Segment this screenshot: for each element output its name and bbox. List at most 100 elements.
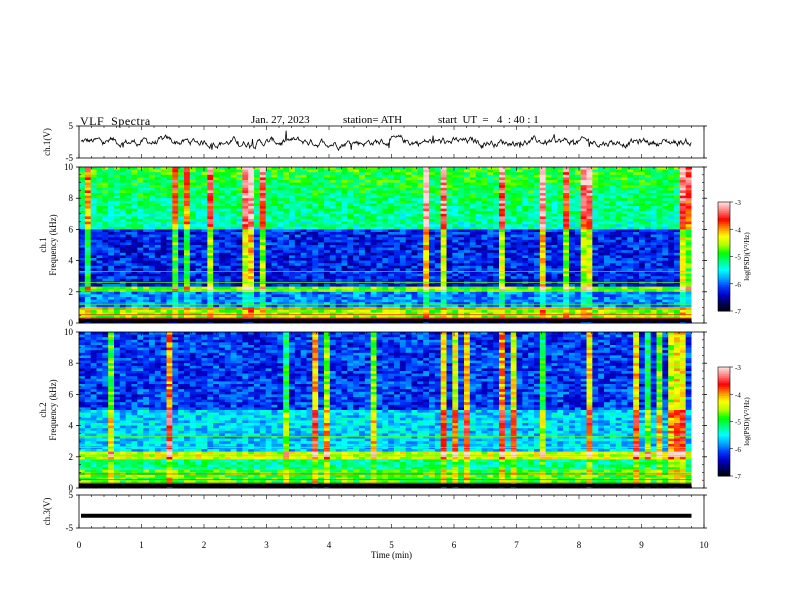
spectrogram-cell — [668, 219, 675, 222]
spectrogram-cell — [423, 211, 430, 215]
spectrogram-cell — [125, 208, 132, 212]
spectrogram-cell — [312, 265, 319, 269]
spectrogram-cell — [569, 167, 576, 170]
spectrogram-cell — [481, 258, 488, 261]
spectrogram-cell — [248, 237, 255, 241]
spectrogram-cell — [114, 203, 121, 207]
spectrogram-cell — [230, 226, 237, 230]
spectrogram-cell — [469, 247, 477, 251]
spectrogram-cell — [96, 242, 103, 246]
spectrogram-cell — [283, 286, 290, 290]
spectrogram-cell — [458, 237, 465, 241]
spectrogram-cell — [504, 273, 512, 277]
spectrogram-cell — [149, 208, 156, 212]
spectrogram-cell — [563, 190, 570, 194]
spectrogram-cell — [114, 250, 121, 254]
spectrogram-cell — [475, 224, 482, 228]
spectrogram-cell — [254, 271, 261, 274]
spectrogram-cell — [440, 177, 447, 181]
spectrogram-cell — [551, 268, 558, 272]
spectrogram-cell — [224, 271, 232, 274]
spectrogram-cell — [469, 255, 477, 259]
spectrogram-cell — [324, 258, 331, 261]
spectrogram-cell — [189, 271, 197, 274]
spectrogram-cell — [143, 193, 150, 196]
spectrogram-cell — [219, 174, 226, 178]
spectrogram-cell — [446, 237, 453, 241]
spectrogram-cell — [481, 180, 488, 183]
spectrogram-cell — [283, 200, 290, 204]
spectrogram-cell — [254, 245, 261, 248]
spectrogram-cell — [464, 174, 471, 178]
spectrogram-cell — [172, 263, 179, 267]
spectrogram-cell — [674, 239, 681, 243]
spectrogram-cell — [108, 193, 115, 196]
spectrogram-cell — [265, 273, 272, 277]
spectrogram-cell — [265, 182, 272, 186]
spectrogram-cell — [219, 190, 226, 194]
spectrogram-cell — [289, 252, 296, 256]
spectrogram-cell — [254, 260, 261, 264]
spectrogram-cell — [213, 268, 220, 272]
spectrogram-cell — [650, 247, 657, 251]
spectrogram-cell — [172, 213, 179, 217]
spectrogram-cell — [207, 226, 214, 230]
spectrogram-cell — [108, 172, 115, 176]
spectrogram-cell — [429, 265, 436, 269]
spectrogram-cell — [119, 213, 127, 217]
spectrogram-cell — [201, 200, 208, 204]
spectrogram-cell — [265, 193, 272, 196]
spectrogram-cell — [178, 258, 185, 261]
spectrogram-cell — [569, 177, 576, 181]
spectrogram-cell — [119, 172, 127, 176]
spectrogram-cell — [248, 195, 255, 199]
spectrogram-cell — [137, 245, 144, 248]
spectrogram-cell — [446, 203, 453, 207]
spectrogram-cell — [545, 237, 552, 241]
spectrogram-cell — [96, 216, 103, 220]
ch1-waveform-frame — [78, 125, 705, 159]
spectrogram-cell — [534, 260, 541, 264]
spectrogram-cell — [563, 172, 570, 176]
spectrogram-cell — [674, 255, 681, 259]
spectrogram-cell — [674, 252, 681, 256]
spectrogram-cell — [580, 180, 587, 183]
spectrogram-cell — [394, 198, 401, 202]
spectrogram-cell — [493, 224, 500, 228]
spectrogram-cell — [388, 250, 395, 254]
spectrogram-cell — [259, 203, 267, 207]
spectrogram-cell — [248, 273, 255, 277]
spectrogram-cell — [458, 250, 465, 254]
spectrogram-cell — [545, 208, 552, 212]
spectrogram-cell — [131, 252, 138, 256]
spectrogram-cell — [394, 255, 401, 259]
spectrogram-cell — [318, 219, 325, 222]
spectrogram-cell — [248, 258, 255, 261]
spectrogram-cell — [662, 255, 669, 259]
spectrogram-cell — [248, 211, 255, 215]
spectrogram-cell — [131, 180, 138, 183]
spectrogram-cell — [172, 237, 179, 241]
spectrogram-cell — [382, 216, 389, 220]
spectrogram-cell — [452, 190, 459, 194]
spectrogram-cell — [417, 206, 424, 209]
spectrogram-cell — [499, 239, 506, 243]
spectrogram-cell — [493, 284, 500, 287]
spectrogram-cell — [522, 224, 529, 228]
spectrogram-cell — [609, 200, 617, 204]
spectrogram-cell — [388, 203, 395, 207]
spectrogram-cell — [224, 193, 232, 196]
spectrogram-cell — [201, 237, 208, 241]
spectrogram-cell — [440, 226, 447, 230]
spectrogram-cell — [172, 281, 179, 285]
spectrogram-cell — [324, 185, 331, 189]
spectrogram-cell — [481, 169, 488, 173]
spectrogram-cell — [662, 284, 669, 287]
spectrogram-cell — [440, 172, 447, 176]
spectrogram-cell — [341, 193, 348, 196]
spectrogram-cell — [195, 229, 202, 233]
spectrogram-cell — [271, 252, 278, 256]
spectrogram-cell — [493, 239, 500, 243]
spectrogram-cell — [370, 226, 377, 230]
spectrogram-cell — [423, 258, 430, 261]
